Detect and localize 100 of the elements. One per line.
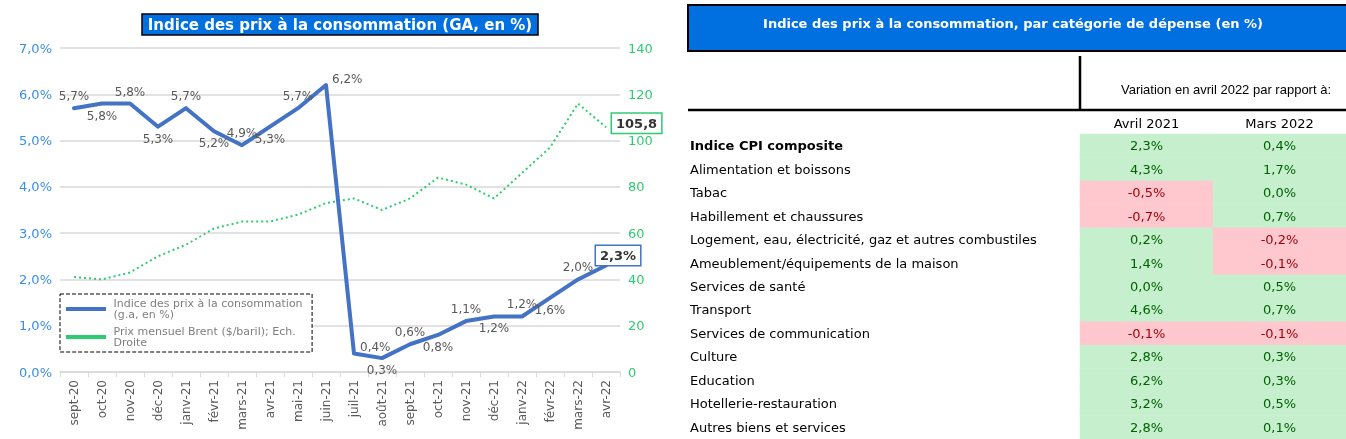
data-label: 1,1%	[450, 302, 482, 317]
data-label: 105,8	[616, 115, 658, 131]
x-tick-label: nov-21	[459, 380, 473, 422]
data-label: 4,3%	[1129, 161, 1164, 177]
data-label: 2,3%	[1129, 138, 1164, 154]
chart-subtitle: Variation en avril 2022 par rapport à:	[1120, 82, 1332, 97]
data-label: 0,4%	[1262, 138, 1297, 154]
x-tick-label: oct-20	[95, 380, 109, 419]
data-label: -0,1%	[1127, 325, 1166, 341]
data-label: 0,1%	[1262, 419, 1297, 435]
y2-tick-label: 80	[628, 179, 645, 195]
data-label: -0,2%	[1260, 232, 1299, 248]
x-tick-label: avr-22	[599, 380, 613, 419]
y-tick-label: Logement, eau, électricité, gaz et autres combustiles	[690, 232, 1037, 248]
data-label: 1,2%	[478, 321, 510, 336]
y-tick-label: 3,0%	[18, 225, 52, 241]
data-label: 5,7%	[170, 89, 202, 104]
chart-title: Indice des prix à la consommation (GA, en %)	[147, 15, 533, 34]
x-tick-label: avr-21	[263, 380, 277, 419]
data-label: -0,5%	[1127, 185, 1166, 201]
y2-tick-label: 0	[628, 364, 637, 380]
y-tick-label: 1,0%	[18, 318, 52, 334]
x-tick-label: janv-21	[179, 380, 193, 426]
data-label: 5,2%	[198, 136, 230, 151]
data-label: 2,0%	[562, 260, 594, 275]
data-label: 0,0%	[1262, 185, 1297, 201]
chart-title: Indice des prix à la consommation, par catégorie de dépense (en %)	[763, 16, 1263, 31]
y-tick-label: Ameublement/équipements de la maison	[690, 255, 959, 271]
data-label: 5,8%	[86, 108, 118, 123]
x-tick-label: Mars 2022	[1245, 116, 1314, 131]
data-label: 5,3%	[142, 131, 174, 146]
y-tick-label: 5,0%	[18, 133, 52, 149]
data-label: 1,2%	[506, 297, 538, 312]
x-tick-label: févr-22	[543, 380, 557, 423]
data-label: 0,8%	[422, 339, 454, 354]
data-label: -0,1%	[1260, 255, 1299, 271]
data-label: 0,5%	[1262, 279, 1297, 294]
data-label: 0,5%	[1262, 396, 1297, 412]
data-label: 2,8%	[1129, 349, 1164, 365]
y2-tick-label: 60	[628, 225, 645, 241]
x-tick-label: juil-21	[347, 380, 361, 419]
data-label: 1,7%	[1262, 161, 1297, 177]
y2-tick-label: 100	[628, 133, 653, 149]
data-label: 0,0%	[1129, 279, 1164, 294]
x-tick-label: nov-20	[123, 380, 137, 422]
y-tick-label: 2,0%	[18, 271, 52, 287]
data-label: 5,7%	[58, 89, 90, 104]
x-tick-label: Avril 2021	[1113, 116, 1180, 131]
y-tick-label: Hotellerie-restauration	[690, 396, 838, 412]
y2-tick-label: 40	[628, 271, 645, 287]
x-tick-label: déc-21	[487, 380, 501, 422]
legend-label: Prix mensuel Brent ($/baril); Ech. Droite	[113, 325, 300, 349]
data-label: 0,7%	[1262, 302, 1297, 318]
data-label: 2,8%	[1129, 419, 1164, 435]
data-label: -0,7%	[1127, 208, 1166, 224]
y-tick-label: Services de communication	[690, 325, 870, 341]
y2-tick-label: 120	[628, 86, 653, 102]
y-tick-label: 6,0%	[18, 86, 52, 102]
data-label: 0,4%	[360, 340, 391, 355]
y-tick-label: Autres biens et services	[690, 419, 846, 435]
y-tick-label: Tabac	[689, 185, 728, 201]
data-label: 5,7%	[282, 89, 314, 104]
data-label: 0,3%	[1262, 349, 1297, 365]
y-tick-label: 7,0%	[18, 40, 52, 56]
y2-tick-label: 140	[628, 40, 653, 56]
x-tick-label: févr-21	[207, 380, 221, 423]
y-tick-label: Services de santé	[690, 279, 806, 294]
y-tick-label: 4,0%	[18, 179, 52, 195]
x-tick-label: oct-21	[431, 380, 445, 419]
data-label: -0,1%	[1260, 325, 1299, 341]
data-label: 0,3%	[366, 363, 398, 378]
data-label: 5,8%	[114, 84, 146, 99]
x-tick-label: mai-21	[291, 380, 305, 422]
x-tick-label: juin-21	[319, 380, 333, 423]
y-tick-label: Habillement et chaussures	[690, 208, 864, 224]
legend-label: Indice des prix à la consommation (g.a, en %)	[113, 297, 307, 321]
y-tick-label: Culture	[690, 349, 738, 365]
x-tick-label: août-21	[375, 380, 389, 427]
data-label: 4,6%	[1129, 302, 1164, 318]
data-label: 1,4%	[1129, 255, 1164, 271]
x-tick-label: sept-21	[403, 380, 417, 426]
data-label: 0,7%	[1262, 208, 1297, 224]
x-tick-label: sept-20	[67, 380, 81, 426]
y-tick-label: Transport	[689, 302, 752, 318]
y2-tick-label: 20	[628, 318, 645, 334]
y-tick-label: Indice CPI composite	[690, 138, 844, 154]
data-label: 6,2%	[1129, 372, 1164, 388]
x-tick-label: janv-22	[515, 380, 529, 426]
data-label: 2,3%	[600, 248, 637, 264]
x-tick-label: mars-22	[571, 380, 585, 430]
data-label: 0,6%	[394, 325, 426, 340]
data-label: 0,3%	[1262, 372, 1297, 388]
y-tick-label: 0,0%	[18, 364, 52, 380]
data-label: 3,2%	[1129, 396, 1164, 412]
data-label: 6,2%	[332, 72, 363, 87]
y-tick-label: Education	[690, 372, 755, 388]
x-tick-label: déc-20	[151, 380, 165, 422]
x-tick-label: mars-21	[235, 380, 249, 430]
y-tick-label: Alimentation et boissons	[690, 161, 851, 177]
data-label: 0,2%	[1129, 232, 1164, 248]
